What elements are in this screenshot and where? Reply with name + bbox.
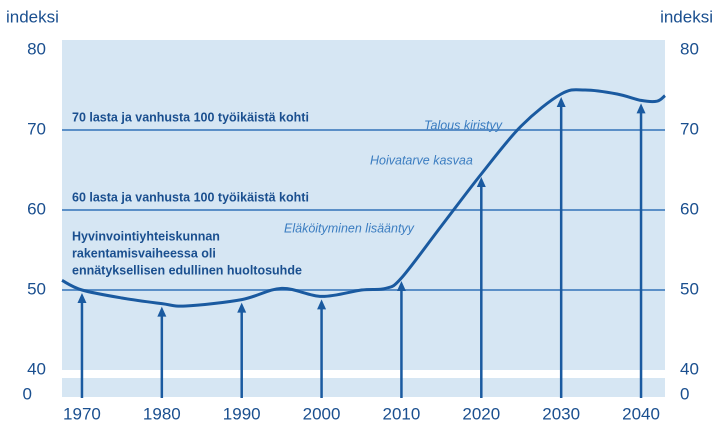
y2-tick-label: 40 (680, 359, 699, 378)
arrow-head (317, 299, 327, 310)
y2-tick-label: 50 (680, 279, 699, 298)
y2-axis-label: indeksi (660, 7, 713, 26)
y2-tick-label: 70 (680, 119, 699, 138)
x-tick-label: 2020 (462, 404, 500, 423)
reference-label: 70 lasta ja vanhusta 100 työikäistä koht… (72, 110, 309, 124)
arrow-head (237, 302, 247, 313)
x-tick-label: 2000 (303, 404, 341, 423)
x-tick-label: 1990 (223, 404, 261, 423)
x-tick-label: 2040 (622, 404, 660, 423)
y-tick-label: 0 (23, 384, 32, 403)
reference-label: 60 lasta ja vanhusta 100 työikäistä koht… (72, 190, 309, 204)
y-tick-label: 60 (27, 199, 46, 218)
note: Hyvinvointiyhteiskunnan (72, 229, 220, 243)
axis-break-strip (62, 378, 665, 397)
line (61, 88, 666, 308)
arrow-head (556, 97, 566, 107)
arrow-head (77, 293, 87, 303)
annotation: Eläköityminen lisääntyy (284, 221, 415, 235)
arrow-head (157, 306, 167, 317)
y-tick-label: 50 (27, 279, 46, 298)
annotation: Hoivatarve kasvaa (370, 153, 473, 167)
arrow-head (476, 177, 486, 187)
y-tick-label: 70 (27, 119, 46, 138)
annotation: Talous kiristyy (424, 118, 503, 132)
x-tick-label: 1970 (63, 404, 101, 423)
y2-tick-label: 80 (680, 39, 699, 58)
x-tick-label: 2010 (383, 404, 421, 423)
y-tick-label: 40 (27, 359, 46, 378)
x-tick-label: 1980 (143, 404, 181, 423)
y2-tick-label: 0 (680, 384, 689, 403)
y-axis-label: indeksi (6, 7, 59, 26)
arrow-head (396, 281, 406, 291)
note: ennätyksellisen edullinen huoltosuhde (72, 263, 302, 277)
x-tick-label: 2030 (542, 404, 580, 423)
note: rakentamisvaiheessa oli (72, 246, 216, 260)
y2-tick-label: 60 (680, 199, 699, 218)
arrow-head (636, 103, 646, 114)
y-tick-label: 80 (27, 39, 46, 58)
